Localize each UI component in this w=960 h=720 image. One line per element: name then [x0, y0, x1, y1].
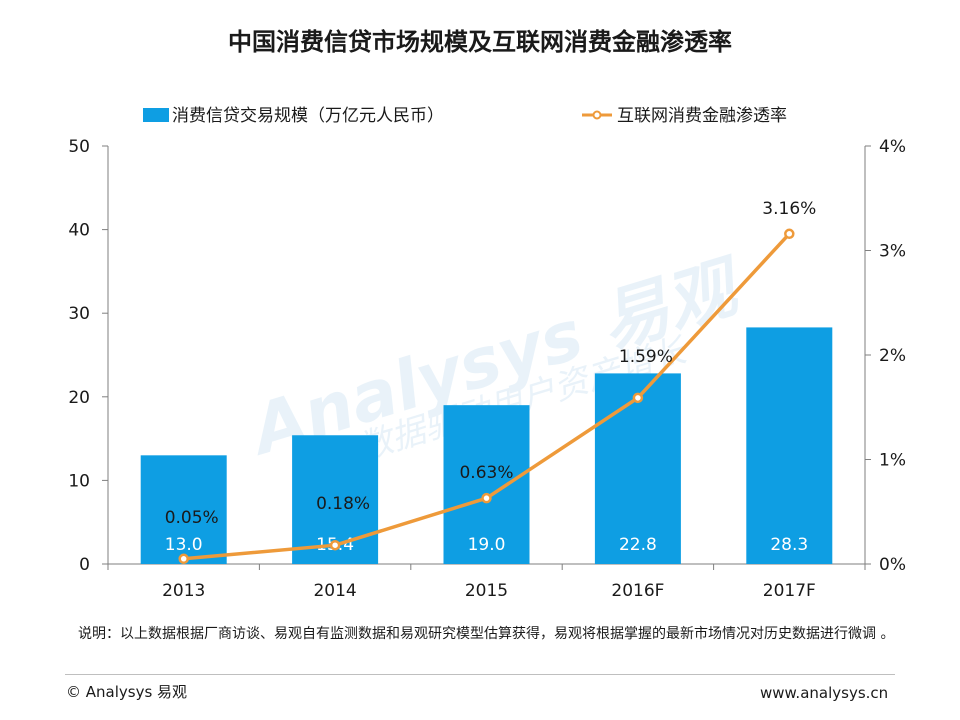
line-point	[632, 392, 644, 404]
legend-bar-swatch	[143, 108, 169, 122]
bar	[594, 373, 681, 564]
legend-line-label: 互联网消费金融渗透率	[617, 106, 787, 126]
y-left-tick-label: 0	[79, 555, 90, 575]
y-left-tick-label: 20	[68, 388, 90, 408]
chart-title: 中国消费信贷市场规模及互联网消费金融渗透率	[228, 28, 732, 56]
y-right-tick-label: 1%	[879, 451, 906, 471]
website: www.analysys.cn	[760, 684, 889, 702]
bar	[443, 405, 530, 564]
legend-bar-label: 消费信贷交易规模（万亿元人民币）	[172, 106, 444, 126]
x-tick-label: 2016F	[611, 581, 664, 601]
line-value-label: 0.63%	[459, 463, 513, 483]
axes: 0 10 20 30 40 50 0% 1% 2% 3% 4% 2013 2014 2015 2016F 20…	[68, 137, 906, 601]
footer-divider	[65, 674, 895, 675]
y-left-tick-label: 10	[68, 471, 90, 491]
line-series: 0.05% 0.18% 0.63% 1.59% 3.16%	[165, 199, 816, 565]
bar-value-label: 22.8	[619, 535, 657, 555]
copyright: © Analysys 易观	[66, 683, 188, 701]
line-point	[481, 492, 492, 504]
y-right-tick-label: 4%	[879, 137, 906, 157]
y-left-tick-label: 40	[68, 221, 90, 241]
line-value-label: 3.16%	[762, 199, 816, 219]
bar-value-label: 13.0	[165, 535, 203, 555]
line-value-label: 0.18%	[316, 494, 370, 514]
bar-value-label: 28.3	[770, 535, 808, 555]
bar	[746, 327, 833, 564]
y-left-tick-label: 50	[68, 137, 90, 157]
y-right-tick-label: 0%	[879, 555, 906, 575]
line-point	[329, 539, 341, 551]
bar	[140, 455, 227, 564]
x-tick-label: 2013	[162, 581, 205, 601]
y-right-tick-label: 2%	[879, 346, 906, 366]
y-left-tick-label: 30	[68, 304, 90, 324]
bar-value-label: 19.0	[468, 535, 506, 555]
x-tick-label: 2014	[313, 581, 356, 601]
line-value-label: 0.05%	[165, 508, 219, 528]
footnote: 说明：以上数据根据厂商访谈、易观自有监测数据和易观研究模型估算获得，易观将根据掌…	[78, 626, 895, 642]
y-right-tick-label: 3%	[879, 242, 906, 262]
x-tick-label: 2017F	[763, 581, 816, 601]
line-point	[178, 553, 189, 565]
bars: 13.015.419.022.828.3	[140, 327, 833, 564]
legend: 消费信贷交易规模（万亿元人民币） 互联网消费金融渗透率	[143, 106, 787, 126]
line-point	[784, 228, 795, 240]
x-tick-label: 2015	[465, 581, 508, 601]
line-value-label: 1.59%	[619, 347, 673, 367]
legend-line-marker	[592, 110, 602, 120]
